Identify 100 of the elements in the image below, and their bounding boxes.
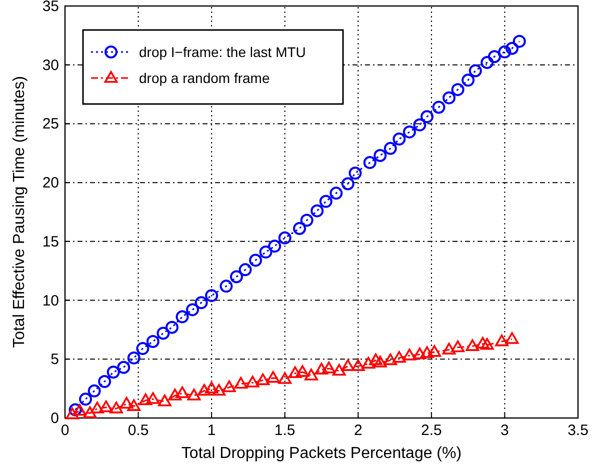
y-tick-label: 5 xyxy=(50,351,59,368)
point xyxy=(488,50,501,64)
point xyxy=(363,156,376,170)
point xyxy=(165,320,178,334)
point xyxy=(246,376,260,388)
x-tick-label: 1.5 xyxy=(274,422,296,439)
point xyxy=(238,263,252,276)
point xyxy=(278,231,292,244)
point xyxy=(402,125,416,138)
x-tick-label: 1 xyxy=(207,422,216,439)
legend-label: drop I−frame: the last MTU xyxy=(139,44,306,60)
point xyxy=(176,310,189,324)
point xyxy=(296,365,310,377)
point xyxy=(442,91,456,104)
x-tick-label: 2.5 xyxy=(421,422,442,439)
point xyxy=(413,118,426,132)
x-tick-label: 0.5 xyxy=(128,422,149,439)
point xyxy=(234,376,248,389)
point xyxy=(66,408,80,420)
point xyxy=(330,186,343,200)
point xyxy=(392,132,406,146)
point xyxy=(498,45,512,58)
point xyxy=(300,214,314,227)
point xyxy=(205,289,218,302)
point xyxy=(480,56,494,70)
point xyxy=(158,394,172,406)
point xyxy=(110,402,123,414)
point xyxy=(432,100,446,114)
y-tick-label: 10 xyxy=(42,292,59,310)
point xyxy=(288,366,302,378)
point xyxy=(117,360,130,374)
point xyxy=(341,359,355,371)
point xyxy=(442,342,456,354)
point xyxy=(168,388,182,400)
point xyxy=(212,384,226,396)
point xyxy=(138,393,152,406)
point xyxy=(146,334,160,348)
x-tick-label: 3.5 xyxy=(568,422,588,439)
point xyxy=(480,338,494,350)
point xyxy=(127,351,140,364)
point xyxy=(314,362,328,374)
point xyxy=(466,339,480,351)
point xyxy=(505,332,519,344)
point xyxy=(90,402,104,414)
point xyxy=(348,166,362,180)
point xyxy=(413,347,426,360)
point xyxy=(428,345,442,357)
point xyxy=(319,194,332,208)
point xyxy=(351,359,365,371)
point xyxy=(322,362,336,374)
point xyxy=(249,254,262,267)
x-tick-label: 2 xyxy=(354,422,362,439)
point xyxy=(259,246,272,259)
point xyxy=(136,342,150,356)
point xyxy=(98,375,112,388)
point xyxy=(230,270,243,284)
point xyxy=(506,42,519,55)
point xyxy=(369,353,382,366)
point xyxy=(384,353,398,366)
point xyxy=(72,404,86,416)
y-tick-label: 35 xyxy=(42,0,59,15)
point xyxy=(384,142,397,155)
point xyxy=(187,388,201,400)
x-tick-label: 3 xyxy=(500,422,509,439)
point xyxy=(476,336,490,349)
point xyxy=(198,384,211,396)
point xyxy=(373,356,387,368)
point xyxy=(106,366,120,379)
point xyxy=(374,148,387,162)
point xyxy=(83,406,97,418)
point xyxy=(420,110,434,124)
point xyxy=(304,368,318,380)
point xyxy=(68,403,82,416)
point xyxy=(88,384,101,398)
point xyxy=(156,326,170,340)
point xyxy=(266,371,280,383)
point xyxy=(293,222,306,235)
point xyxy=(278,372,292,384)
point xyxy=(194,296,208,310)
point xyxy=(512,34,526,48)
point xyxy=(451,83,464,96)
point xyxy=(146,392,160,404)
y-tick-label: 15 xyxy=(42,233,59,250)
x-axis-title: Total Dropping Packets Percentage (%) xyxy=(181,445,462,462)
point xyxy=(99,400,113,412)
y-tick-label: 25 xyxy=(42,116,59,133)
point xyxy=(204,382,218,394)
point xyxy=(268,240,282,253)
y-tick-label: 30 xyxy=(42,56,59,74)
y-tick-label: 20 xyxy=(42,174,59,192)
point xyxy=(332,364,346,376)
point xyxy=(310,204,324,218)
y-axis-title: Total Effective Pausing Time (minutes) xyxy=(11,76,28,348)
point xyxy=(420,346,434,358)
point xyxy=(468,64,482,78)
point xyxy=(362,356,376,369)
point xyxy=(402,348,416,360)
point xyxy=(462,74,475,87)
point xyxy=(79,392,92,406)
point xyxy=(256,373,270,386)
